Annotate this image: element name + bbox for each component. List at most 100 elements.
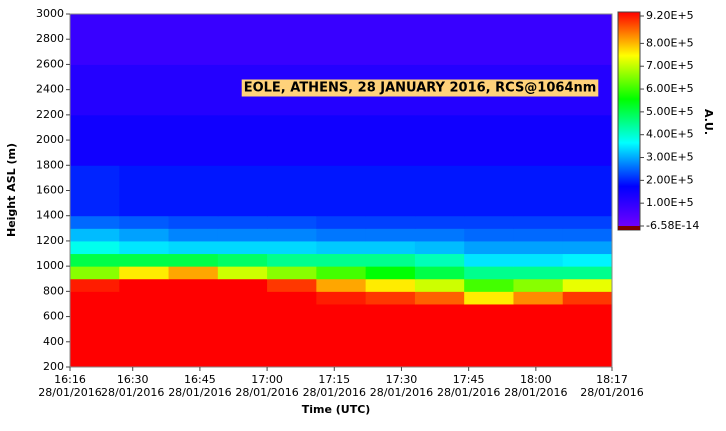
heatmap-cell — [365, 253, 416, 267]
heatmap-cell — [365, 291, 416, 305]
y-tick-label: 2200 — [36, 108, 64, 121]
x-tick-date: 28/01/2016 — [370, 386, 433, 399]
x-tick-date: 28/01/2016 — [235, 386, 298, 399]
x-tick-date: 28/01/2016 — [303, 386, 366, 399]
heatmap-cell — [513, 303, 564, 318]
heatmap-cell — [414, 228, 465, 242]
heatmap-cell — [414, 165, 465, 217]
heatmap-cell — [168, 114, 219, 166]
heatmap-cell — [316, 316, 367, 343]
y-tick-label: 2600 — [36, 57, 64, 70]
x-tick-label: 17:15 — [318, 373, 350, 386]
heatmap-cell — [464, 278, 514, 292]
heatmap-cell — [513, 215, 564, 229]
heatmap-cell — [365, 14, 416, 65]
heatmap-cell — [513, 114, 564, 166]
y-tick-label: 2400 — [36, 83, 64, 96]
heatmap-cell — [267, 291, 317, 305]
heatmap-cell — [70, 64, 120, 116]
heatmap-cell — [365, 316, 416, 343]
heatmap-cell — [562, 278, 613, 292]
heatmap-cell — [562, 341, 613, 368]
colorbar-tick-label: 8.00E+5 — [646, 36, 694, 49]
heatmap-cell — [70, 316, 120, 343]
heatmap-cell — [464, 303, 514, 318]
heatmap-cell — [119, 114, 170, 166]
heatmap-cell — [217, 341, 268, 368]
heatmap-cell — [414, 253, 465, 267]
colorbar-tick-label: 7.00E+5 — [646, 59, 694, 72]
annotation: EOLE, ATHENS, 28 JANUARY 2016, RCS@1064n… — [244, 81, 597, 96]
heatmap-cell — [365, 240, 416, 255]
heatmap-cell — [168, 253, 219, 267]
heatmap-cell — [168, 165, 219, 217]
y-tick-label: 2800 — [36, 32, 64, 45]
heatmap-cell — [168, 303, 219, 318]
x-tick-label: 17:30 — [386, 373, 418, 386]
heatmap-cell — [217, 14, 268, 65]
heatmap-cell — [414, 303, 465, 318]
heatmap-cell — [70, 341, 120, 368]
heatmap-cell — [464, 240, 514, 255]
heatmap-cell — [513, 228, 564, 242]
colorbar-tick-label: 4.00E+5 — [646, 128, 694, 141]
heatmap-cell — [464, 228, 514, 242]
heatmap-cell — [562, 165, 613, 217]
heatmap-cell — [119, 215, 170, 229]
heatmap-cell — [168, 291, 219, 305]
x-axis-label: Time (UTC) — [302, 403, 371, 416]
heatmap-cell — [217, 303, 268, 318]
y-tick-label: 2000 — [36, 133, 64, 146]
heatmap-cell — [267, 228, 317, 242]
heatmap-cell — [70, 253, 120, 267]
annotation-background — [241, 79, 599, 97]
heatmap-cell — [365, 303, 416, 318]
heatmap-cell — [70, 215, 120, 229]
heatmap-cell — [464, 316, 514, 343]
heatmap-cell — [316, 228, 367, 242]
heatmap-cell — [365, 266, 416, 280]
x-tick-date: 28/01/2016 — [580, 386, 643, 399]
heatmap-cell — [562, 316, 613, 343]
y-tick-label: 1200 — [36, 234, 64, 247]
heatmap-cell — [70, 278, 120, 292]
y-axis-label: Height ASL (m) — [5, 143, 18, 237]
heatmap-cell — [562, 215, 613, 229]
heatmap-cell — [316, 266, 367, 280]
heatmap-cell — [168, 228, 219, 242]
colorbar-tick-label: 2.00E+5 — [646, 173, 694, 186]
colorbar-tick-label: 1.00E+5 — [646, 196, 694, 209]
heatmap-cell — [70, 266, 120, 280]
heatmap-cell — [119, 341, 170, 368]
heatmap-cell — [70, 114, 120, 166]
heatmap-cell — [168, 316, 219, 343]
heatmap-cell — [316, 215, 367, 229]
heatmap-cell — [217, 215, 268, 229]
heatmap-cell — [464, 114, 514, 166]
heatmap-cell — [414, 291, 465, 305]
heatmap-cell — [316, 14, 367, 65]
heatmap-cell — [513, 278, 564, 292]
heatmap-cell — [168, 341, 219, 368]
heatmap-cells — [70, 14, 613, 368]
x-tick-label: 18:00 — [520, 373, 552, 386]
x-tick-date: 28/01/2016 — [168, 386, 231, 399]
heatmap-cell — [316, 165, 367, 217]
heatmap-cell — [267, 240, 317, 255]
heatmap-cell — [562, 303, 613, 318]
heatmap-cell — [119, 14, 170, 65]
y-tick-label: 400 — [43, 335, 64, 348]
heatmap-cell — [119, 316, 170, 343]
heatmap-cell — [119, 228, 170, 242]
x-tick-label: 16:30 — [117, 373, 149, 386]
heatmap-cell — [316, 240, 367, 255]
heatmap-cell — [414, 341, 465, 368]
y-tick-label: 200 — [43, 360, 64, 373]
heatmap-cell — [267, 316, 317, 343]
heatmap-cell — [70, 240, 120, 255]
y-tick-label: 1600 — [36, 184, 64, 197]
heatmap-cell — [316, 291, 367, 305]
y-tick-label: 600 — [43, 310, 64, 323]
heatmap-cell — [70, 165, 120, 217]
colorbar-tick-label: 5.00E+5 — [646, 105, 694, 118]
